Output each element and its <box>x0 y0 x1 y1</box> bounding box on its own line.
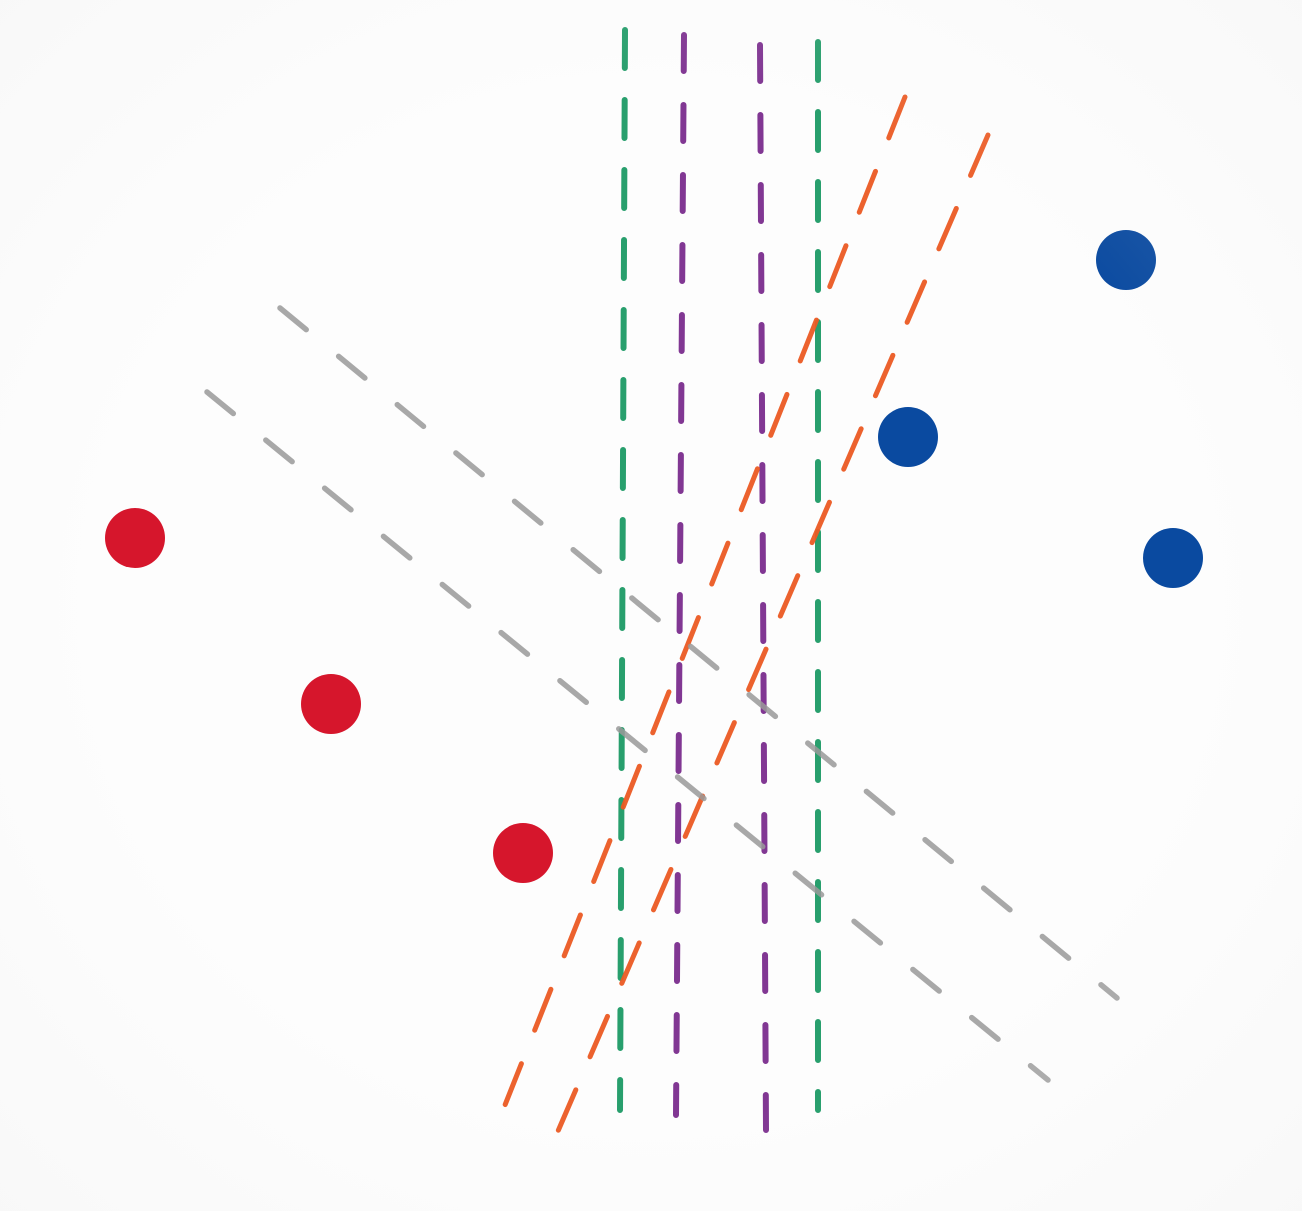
gray-line-group <box>204 305 1120 1083</box>
data-points-layer <box>105 230 1203 883</box>
gray-dashed-line-2 <box>204 389 1051 1083</box>
red-data-point <box>301 674 361 734</box>
dashed-lines-layer <box>204 27 1120 1141</box>
orange-dashed-line-1 <box>502 94 908 1108</box>
orange-line-group <box>502 94 991 1141</box>
blue-data-point <box>1143 528 1203 588</box>
green-line-group <box>617 27 821 1113</box>
red-data-point <box>493 823 553 883</box>
gray-dashed-line-1 <box>277 305 1120 1001</box>
green-dashed-line-1 <box>617 27 628 1113</box>
blue-data-point <box>878 407 938 467</box>
red-data-point <box>105 508 165 568</box>
blue-data-point <box>1096 230 1156 290</box>
orange-dashed-line-2 <box>552 132 991 1141</box>
